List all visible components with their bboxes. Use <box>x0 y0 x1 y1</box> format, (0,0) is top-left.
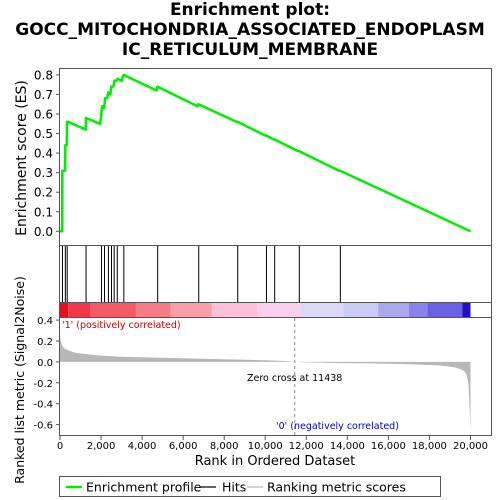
es-y-tick-label: 0.5 <box>34 127 53 141</box>
es-y-tick-label: 0.0 <box>34 225 53 239</box>
x-axis: 0 2,000 4,000 6,000 8,000 10,000 12,000 14,000 1… <box>57 436 488 452</box>
legend-label: Hits <box>222 480 246 495</box>
legend-label: Ranking metric scores <box>267 480 406 495</box>
hit-markers <box>61 246 341 302</box>
title-line-3: IC_RETICULUM_MEMBRANE <box>121 40 379 60</box>
heatmap-segment <box>300 303 344 317</box>
es-y-tick-label: 0.7 <box>34 88 53 102</box>
x-tick-label: 2,000 <box>87 441 116 452</box>
x-axis-label: Rank in Ordered Dataset <box>195 454 356 469</box>
es-y-tick-label: 0.2 <box>34 186 53 200</box>
positive-correlated-label: '1' (positively correlated) <box>62 320 181 331</box>
legend: Enrichment profile Hits Ranking metric sco… <box>66 480 406 495</box>
zero-cross-label: Zero cross at 11438 <box>247 373 342 384</box>
ranking-heatmap <box>60 303 471 317</box>
x-tick-label: 0 <box>57 441 63 452</box>
heatmap-segment <box>462 303 471 317</box>
x-tick-label: 4,000 <box>128 441 157 452</box>
heatmap-segment <box>427 303 463 317</box>
heatmap-segment <box>408 303 428 317</box>
heatmap-segment <box>60 303 69 317</box>
rank-y-tick-label: 0.4 <box>37 316 53 327</box>
legend-label: Enrichment profile <box>86 480 202 495</box>
heatmap-segment <box>378 303 409 317</box>
x-tick-label: 6,000 <box>169 441 198 452</box>
heatmap-segment <box>170 303 212 317</box>
x-tick-label: 12,000 <box>289 441 324 452</box>
ranking-y-axis-label: Ranked list metric (Signal2Noise) <box>12 276 27 484</box>
es-y-tick-label: 0.8 <box>34 68 53 82</box>
ranking-y-axis: -0.6 -0.4 -0.2 0.0 0.2 0.4 <box>33 316 60 432</box>
chart-title: Enrichment plot: GOCC_MITOCHONDRIA_ASSOC… <box>0 0 500 60</box>
rank-y-tick-label: -0.6 <box>33 421 53 432</box>
x-tick-label: 16,000 <box>371 441 406 452</box>
heatmap-segment <box>257 303 301 317</box>
heatmap-segment <box>211 303 258 317</box>
heatmap-segment <box>135 303 171 317</box>
x-tick-label: 14,000 <box>330 441 365 452</box>
x-tick-label: 18,000 <box>412 441 447 452</box>
x-tick-label: 20,000 <box>453 441 488 452</box>
x-tick-label: 10,000 <box>248 441 283 452</box>
hits-panel-frame <box>59 245 492 303</box>
es-y-axis-label: Enrichment score (ES) <box>14 80 30 236</box>
enrichment-profile-line <box>60 73 472 233</box>
es-y-axis: 0.0 0.1 0.2 0.3 0.4 0.5 0.6 0.7 0.8 <box>34 68 60 239</box>
es-y-tick-label: 0.4 <box>34 147 53 161</box>
rank-y-tick-label: 0.2 <box>37 337 53 348</box>
x-tick-label: 8,000 <box>210 441 239 452</box>
es-y-tick-label: 0.6 <box>34 107 53 121</box>
rank-y-tick-label: 0.0 <box>37 358 53 369</box>
negative-correlated-label: '0' (negatively correlated) <box>276 421 399 432</box>
rank-y-tick-label: -0.4 <box>33 400 53 411</box>
heatmap-segment <box>343 303 379 317</box>
heatmap-segment <box>90 303 136 317</box>
heatmap-segment <box>68 303 91 317</box>
es-panel-frame <box>59 68 492 246</box>
title-line-1: Enrichment plot: <box>169 0 331 20</box>
rank-y-tick-label: -0.2 <box>33 379 53 390</box>
es-y-tick-label: 0.3 <box>34 166 53 180</box>
ranking-panel-frame <box>59 317 492 436</box>
title-line-2: GOCC_MITOCHONDRIA_ASSOCIATED_ENDOPLASM <box>15 20 485 40</box>
es-y-tick-label: 0.1 <box>34 205 53 219</box>
